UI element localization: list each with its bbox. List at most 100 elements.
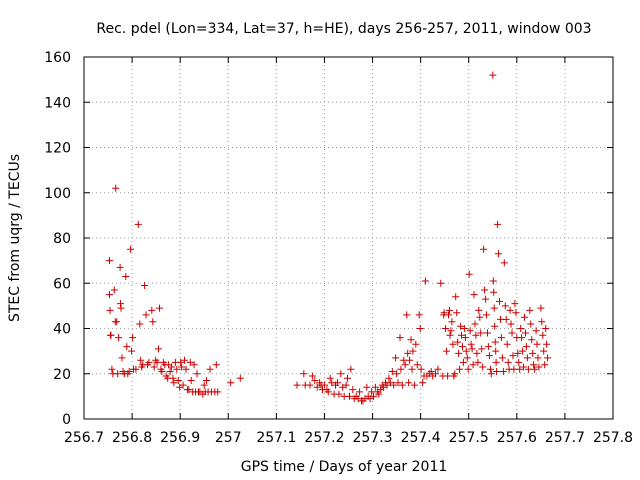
data-point [116,263,124,271]
data-point [491,322,499,330]
data-point [127,245,135,253]
data-point [335,390,343,398]
data-point [186,358,194,366]
data-point [458,331,465,339]
data-point [417,365,425,373]
data-point [522,329,529,337]
data-point [468,345,476,353]
data-point [419,379,427,387]
data-point [503,340,511,348]
data-point [518,334,526,342]
data-point [459,343,466,351]
data-point [541,361,549,369]
data-point [371,383,379,391]
data-point [449,340,457,348]
data-point [517,325,525,332]
data-point [469,361,477,369]
data-point [168,363,175,371]
data-point [190,361,198,369]
data-point [538,318,546,326]
data-point [403,311,411,319]
data-point [489,71,497,79]
data-point [515,358,523,366]
x-tick-label: 257.8 [593,430,633,446]
data-point [148,306,156,314]
data-point [543,340,551,348]
data-point [454,338,462,346]
data-point [136,320,144,328]
data-point [149,318,157,326]
data-point [153,358,161,366]
data-point [173,365,181,373]
data-point [396,334,404,342]
data-point [166,368,174,375]
data-point [293,381,301,389]
data-point [412,340,420,348]
data-point [447,327,455,335]
data-point [460,325,468,332]
data-point [466,327,474,335]
data-point [326,374,334,382]
data-point [141,282,149,289]
data-point [311,377,319,384]
data-point [128,347,136,355]
data-point [473,349,481,357]
data-point [390,381,398,389]
data-point [236,374,244,382]
data-point [177,358,185,366]
x-tick-label: 257.3 [352,430,392,446]
data-point [526,306,534,314]
data-point [544,354,552,362]
data-point [483,311,490,319]
data-point [178,363,186,371]
data-point [300,370,308,378]
data-point [413,361,421,369]
data-point [485,352,493,360]
data-point [187,377,195,384]
data-point [125,368,133,375]
data-point [375,390,383,398]
data-point [440,309,448,317]
data-point [401,361,409,369]
data-point [474,358,482,366]
data-point [407,336,415,344]
data-point [464,365,472,373]
y-tick-label: 40 [53,322,71,338]
x-tick-label: 256.7 [64,430,104,446]
data-point [490,304,498,312]
data-point [324,388,332,396]
data-point [437,279,445,287]
data-point [443,347,451,355]
data-point [156,304,163,312]
data-point [453,309,461,317]
x-tick-label: 257.4 [401,430,441,446]
data-point [445,311,452,319]
data-point [415,311,423,319]
data-point [533,340,541,348]
data-point [308,372,316,380]
data-point [477,329,485,337]
data-point [509,352,517,360]
data-point [392,354,400,362]
data-point [542,325,550,332]
data-point [337,370,345,378]
data-point [456,365,464,373]
data-point [434,365,442,373]
data-point [520,363,528,371]
data-point [145,358,153,366]
data-point [467,340,475,348]
data-point [534,354,542,362]
data-point [506,306,514,314]
data-point [489,277,497,285]
data-point [333,379,341,387]
data-point [492,347,500,355]
data-point [185,386,193,394]
data-points [106,71,552,405]
data-point [108,365,116,373]
data-point [346,392,353,400]
chart-title: Rec. pdel (Lon=334, Lat=37, h=HE), days … [96,21,591,37]
data-point [134,220,142,228]
data-point [200,381,208,389]
data-point [397,365,405,373]
